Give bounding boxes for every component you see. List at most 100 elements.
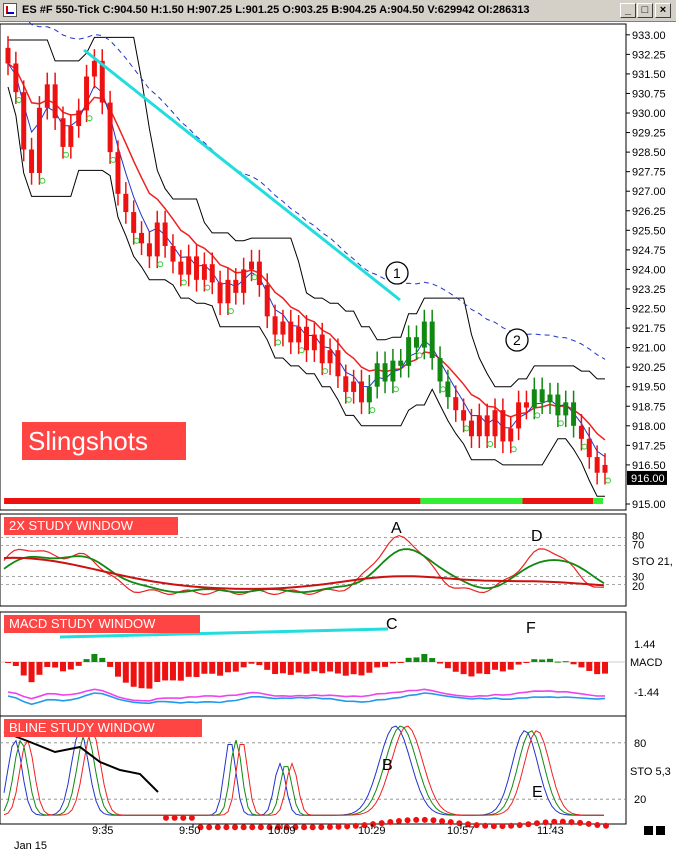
bline-black-line (3, 731, 159, 793)
trend-band-segment (420, 498, 523, 504)
price-bar (68, 126, 74, 147)
slingshots-label: Slingshots (28, 426, 148, 456)
macd-histogram-bar (602, 662, 608, 674)
sto-axis-label: 80 (632, 530, 644, 542)
annotation-label: 1 (393, 265, 401, 281)
macd-histogram-bar (405, 657, 412, 662)
bline-annotation: E (532, 784, 543, 801)
swing-dot (605, 477, 611, 484)
macd-histogram-bar (44, 662, 51, 667)
bline-axis-label: STO 5,3 (630, 766, 671, 778)
price-bar (84, 76, 90, 111)
macd-histogram-bar (52, 662, 59, 668)
macd-histogram-bar (256, 662, 263, 666)
price-tick-label: 921.00 (632, 343, 666, 355)
price-bar (186, 256, 192, 275)
price-bar (194, 256, 200, 280)
macd-histogram-bar (311, 662, 318, 672)
sto-title: 2X STUDY WINDOW (9, 518, 134, 533)
macd-histogram-bar (484, 662, 491, 675)
macd-histogram-bar (539, 659, 546, 662)
swing-dot (369, 407, 376, 414)
macd-histogram-bar (154, 662, 161, 682)
price-bar (233, 279, 239, 293)
bline-dot (206, 824, 213, 831)
bline-dot (499, 823, 506, 830)
macd-cyan-trendline (59, 627, 389, 639)
price-bar (280, 321, 286, 335)
trend-band-segment (522, 498, 594, 504)
sto-line-green (3, 548, 605, 594)
macd-histogram-bar (91, 653, 98, 662)
swing-dot (251, 274, 258, 281)
price-bar (437, 358, 443, 382)
macd-histogram-bar (264, 662, 271, 670)
annotation-circle (385, 261, 409, 285)
bline-dot (283, 824, 290, 831)
macd-histogram-bar (279, 662, 286, 674)
price-tick-label: 928.50 (632, 147, 666, 159)
macd-histogram-bar (413, 657, 420, 662)
bline-dot (180, 814, 187, 821)
price-bar (170, 245, 176, 262)
chart-area: 933.00 932.25 931.50 930.75 930.00 929.25 928.… (0, 22, 673, 852)
app-icon (3, 3, 17, 17)
macd-histogram-bar (499, 662, 506, 672)
bline-dot (335, 823, 342, 830)
bline-line-red (3, 725, 604, 816)
macd-histogram-bar (295, 662, 302, 673)
macd-histogram-bar (130, 662, 137, 687)
price-bar (209, 264, 215, 283)
price-bar (445, 381, 451, 398)
price-bar (523, 402, 529, 408)
cyan-trendline (83, 48, 401, 302)
price-bar (390, 360, 396, 382)
macd-signal-line (7, 692, 606, 706)
macd-histogram-bar (177, 662, 184, 681)
swing-dot (345, 396, 352, 403)
macd-histogram-bar (507, 662, 514, 670)
swing-dot (86, 115, 93, 122)
price-bar (594, 457, 600, 473)
swing-dot (275, 339, 282, 346)
macd-histogram-bar (570, 662, 577, 665)
bline-dot (430, 817, 437, 824)
panel-buttons[interactable] (644, 822, 668, 840)
bline-dot (188, 814, 195, 821)
price-bar (256, 261, 262, 286)
price-tick-label: 924.00 (632, 264, 666, 276)
macd-histogram-bar (397, 662, 404, 663)
macd-histogram-bar (366, 662, 373, 673)
minimize-button[interactable]: _ (620, 3, 636, 18)
maximize-button[interactable]: □ (637, 3, 653, 18)
price-bar (288, 321, 294, 343)
bline-dot (473, 822, 480, 829)
macd-histogram-bar (562, 661, 569, 663)
macd-histogram-bar (114, 662, 121, 677)
bline-dot (568, 819, 575, 826)
macd-histogram-bar (444, 662, 451, 669)
macd-histogram-bar (5, 662, 11, 663)
macd-histogram-bar (240, 662, 247, 668)
price-bar (52, 84, 58, 119)
swing-dot (133, 237, 140, 244)
macd-histogram-bar (12, 662, 19, 666)
close-button[interactable]: × (655, 3, 671, 18)
price-bar (476, 415, 482, 437)
price-bar (115, 152, 121, 194)
bline-dot (439, 818, 446, 825)
swing-dot (110, 156, 117, 163)
price-bar (131, 212, 137, 233)
macd-histogram-bar (578, 662, 585, 668)
bline-dot (387, 819, 394, 826)
macd-annotation: C (386, 616, 398, 633)
sto-annotation: A (391, 520, 402, 537)
macd-histogram-bar (201, 662, 208, 674)
price-bar (539, 389, 545, 403)
price-bar (5, 47, 11, 64)
price-bar (382, 363, 388, 382)
price-bar (571, 402, 577, 426)
bline-dot (292, 824, 299, 831)
bline-dot (577, 819, 584, 826)
bline-dot (163, 814, 169, 821)
